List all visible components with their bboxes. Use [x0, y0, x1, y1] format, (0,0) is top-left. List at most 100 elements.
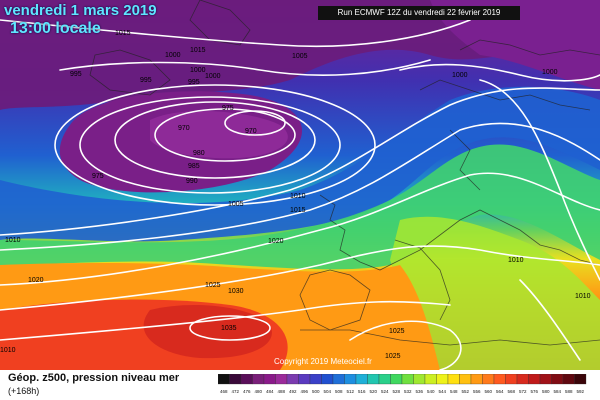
isobar-label: 1010: [290, 193, 306, 200]
legend-label: 572: [519, 389, 527, 394]
legend-label: 556: [473, 389, 481, 394]
legend-label: 524: [381, 389, 389, 394]
legend-swatch: [505, 374, 518, 385]
legend-swatch: [470, 374, 483, 385]
legend-swatch: [482, 374, 495, 385]
legend-label: 536: [416, 389, 424, 394]
legend-label: 588: [565, 389, 573, 394]
isobar-label: 970: [178, 125, 190, 132]
isobar-label: 970: [245, 128, 257, 135]
legend-label: 476: [243, 389, 251, 394]
legend-label: 492: [289, 389, 297, 394]
legend-swatch: [309, 374, 322, 385]
isobar-label: 1020: [268, 238, 284, 245]
forecast-lead-time: (+168h): [8, 386, 40, 396]
isobar-label: 1015: [115, 30, 131, 37]
legend-swatch: [459, 374, 472, 385]
legend-swatch: [390, 374, 403, 385]
legend-swatch: [528, 374, 541, 385]
legend-label: 584: [554, 389, 562, 394]
isobar-label: 1000: [205, 73, 221, 80]
map-title: Géop. z500, pression niveau mer: [8, 372, 180, 384]
legend-swatch: [252, 374, 265, 385]
isobars: [0, 19, 600, 370]
legend-swatch: [332, 374, 345, 385]
legend-swatch: [562, 374, 575, 385]
isobar-label: 1000: [452, 72, 468, 79]
legend-label: 496: [301, 389, 309, 394]
isobar-label: 1035: [221, 325, 237, 332]
isobar-label: 980: [193, 150, 205, 157]
isobar-label: 1030: [228, 288, 244, 295]
legend-swatch: [286, 374, 299, 385]
legend-swatch: [263, 374, 276, 385]
isobar-label: 995: [140, 77, 152, 84]
low-core-inner: [150, 110, 288, 159]
legend-swatch: [574, 374, 587, 385]
legend-label: 580: [542, 389, 550, 394]
legend-label: 520: [370, 389, 378, 394]
northeast-purple: [430, 0, 600, 90]
legend-label: 564: [496, 389, 504, 394]
legend-label: 532: [404, 389, 412, 394]
legend-swatch: [413, 374, 426, 385]
run-info: Run ECMWF 12Z du vendredi 22 février 201…: [318, 6, 520, 20]
isobar-label: 1000: [542, 69, 558, 76]
isobar-label: 990: [186, 178, 198, 185]
isobar-label: 1025: [205, 282, 221, 289]
isobar-label: 1010: [5, 237, 21, 244]
legend-label: 544: [439, 389, 447, 394]
forecast-date: vendredi 1 mars 2019: [4, 2, 157, 19]
legend-swatch: [516, 374, 529, 385]
legend-label: 512: [347, 389, 355, 394]
pressure-map: 1015 995 995 1000 1015 1000 995 1000 100…: [0, 0, 600, 370]
coastlines: [89, 0, 600, 346]
isobar-label: 1005: [228, 201, 244, 208]
blue-band: [0, 86, 600, 242]
copyright: Copyright 2019 Meteociel.fr: [274, 357, 372, 366]
isobar-label: 1025: [389, 328, 405, 335]
forecast-local-time: 13:00 locale: [10, 20, 101, 37]
isobar-label: 1000: [190, 67, 206, 74]
legend-label: 548: [450, 389, 458, 394]
isobar-label: 1010: [508, 257, 524, 264]
legend-swatch: [401, 374, 414, 385]
legend-label: 500: [312, 389, 320, 394]
legend-label: 540: [427, 389, 435, 394]
legend-label: 560: [485, 389, 493, 394]
isobar-label: 1015: [290, 207, 306, 214]
legend-swatch: [298, 374, 311, 385]
legend-label: 468: [220, 389, 228, 394]
legend-label: 484: [266, 389, 274, 394]
isobar-label: 995: [70, 71, 82, 78]
isobar-label: 975: [222, 105, 234, 112]
legend-swatch: [275, 374, 288, 385]
legend-swatch: [321, 374, 334, 385]
legend-swatch: [551, 374, 564, 385]
isobar-label: 975: [92, 173, 104, 180]
legend-label: 504: [324, 389, 332, 394]
legend-swatch: [436, 374, 449, 385]
isobar-label: 1010: [575, 293, 591, 300]
legend-label: 488: [278, 389, 286, 394]
legend-swatch: [218, 374, 230, 385]
isobar-label: 1015: [190, 47, 206, 54]
legend-label: 568: [508, 389, 516, 394]
map-footer: Géop. z500, pression niveau mer (+168h) …: [0, 370, 600, 400]
isobar-label: 1005: [292, 53, 308, 60]
isobar-label: 985: [188, 163, 200, 170]
legend-label: 528: [393, 389, 401, 394]
isobar-label: 1020: [28, 277, 44, 284]
isobar-label: 995: [188, 79, 200, 86]
legend-label: 576: [531, 389, 539, 394]
legend-label: 592: [577, 389, 585, 394]
isobar-labels: 1015 995 995 1000 1015 1000 995 1000 100…: [0, 30, 591, 360]
isobar-label: 1010: [0, 347, 16, 354]
legend-swatch: [367, 374, 380, 385]
legend-swatch: [378, 374, 391, 385]
legend-swatch: [539, 374, 552, 385]
legend-swatch: [355, 374, 368, 385]
legend-label: 480: [255, 389, 263, 394]
isobar-label: 1025: [385, 353, 401, 360]
